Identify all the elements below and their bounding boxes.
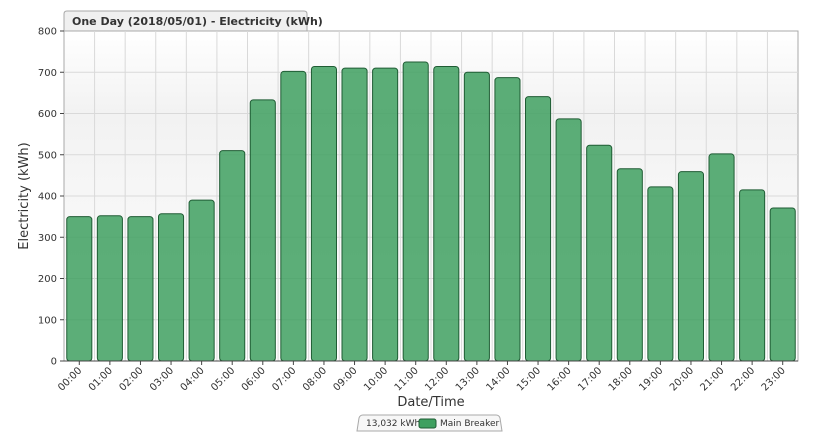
legend-series-name: Main Breaker <box>440 419 500 429</box>
y-tick-label: 700 <box>38 68 57 79</box>
y-tick-label: 300 <box>38 233 57 244</box>
x-tick-label: 05:00 <box>209 365 237 393</box>
x-tick-label: 13:00 <box>454 365 482 393</box>
x-tick-label: 12:00 <box>423 365 451 393</box>
y-axis-title: Electricity (kWh) <box>17 142 32 249</box>
y-tick-label: 0 <box>51 357 57 368</box>
legend-swatch <box>418 418 437 429</box>
x-tick-label: 01:00 <box>87 365 115 393</box>
title-tab: One Day (2018/05/01) - Electricity (kWh) <box>63 10 323 32</box>
bars <box>66 61 796 362</box>
y-axis-ticks: 0 100 200 300 400 500 600 700 800 <box>38 27 64 368</box>
x-tick-label: 21:00 <box>699 365 727 393</box>
bar-1000 <box>372 67 399 362</box>
bar-1600 <box>555 118 582 362</box>
x-tick-label: 15:00 <box>515 365 543 393</box>
bar-1200 <box>433 65 460 362</box>
bar-1300 <box>463 71 490 362</box>
bar-0500 <box>219 150 246 362</box>
bar-0800 <box>310 65 337 362</box>
y-tick-label: 800 <box>38 27 57 38</box>
chart-title: One Day (2018/05/01) - Electricity (kWh) <box>72 15 323 28</box>
y-tick-label: 500 <box>38 150 57 161</box>
y-tick-label: 600 <box>38 109 57 120</box>
x-tick-label: 16:00 <box>546 365 574 393</box>
bar-2000 <box>677 171 704 362</box>
x-tick-label: 20:00 <box>668 365 696 393</box>
bar-0700 <box>280 70 307 362</box>
bar-0300 <box>158 213 185 362</box>
x-tick-label: 07:00 <box>270 365 298 393</box>
x-tick-label: 11:00 <box>393 365 421 393</box>
x-tick-label: 10:00 <box>362 365 390 393</box>
bar-0400 <box>188 199 215 362</box>
bar-2200 <box>739 189 766 362</box>
y-tick-label: 200 <box>38 274 57 285</box>
x-tick-label: 19:00 <box>637 365 665 393</box>
bar-1800 <box>616 168 643 362</box>
y-tick-label: 100 <box>38 315 57 326</box>
legend: 13,032 kWh Main Breaker <box>356 414 503 432</box>
x-axis-title: Date/Time <box>397 395 464 410</box>
bar-1700 <box>586 144 613 362</box>
x-tick-label: 09:00 <box>332 365 360 393</box>
bar-1900 <box>647 186 674 362</box>
bar-1400 <box>494 77 521 362</box>
x-tick-label: 14:00 <box>484 365 512 393</box>
y-tick-label: 400 <box>38 192 57 203</box>
x-tick-label: 17:00 <box>576 365 604 393</box>
bar-1100 <box>402 61 429 362</box>
x-tick-label: 23:00 <box>760 365 788 393</box>
bar-2100 <box>708 153 735 362</box>
x-tick-label: 08:00 <box>301 365 329 393</box>
x-tick-label: 22:00 <box>729 365 757 393</box>
bar-1500 <box>525 96 552 362</box>
bar-0600 <box>249 99 276 362</box>
x-tick-label: 03:00 <box>148 365 176 393</box>
x-tick-label: 00:00 <box>56 365 84 393</box>
bar-0000 <box>66 216 93 362</box>
x-tick-label: 02:00 <box>117 365 145 393</box>
title-tab-shape <box>63 10 308 32</box>
x-tick-label: 06:00 <box>240 365 268 393</box>
bar-0900 <box>341 67 368 362</box>
bar-2300 <box>769 207 796 362</box>
bar-0100 <box>96 215 123 362</box>
x-axis-ticks: 00:00 01:00 02:00 03:00 04:00 05:00 06:00 07:00… <box>56 361 788 394</box>
x-tick-label: 18:00 <box>607 365 635 393</box>
legend-total: 13,032 kWh <box>366 419 420 429</box>
bar-0200 <box>127 216 154 362</box>
x-tick-label: 04:00 <box>179 365 207 393</box>
grid <box>64 31 798 361</box>
